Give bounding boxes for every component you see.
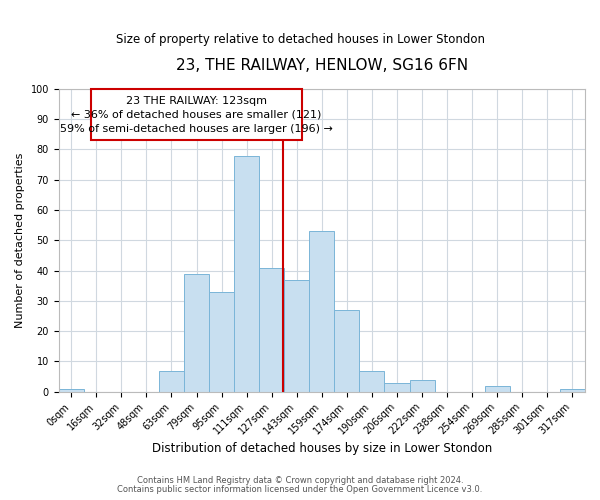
Bar (560, 388, 585, 392)
Text: Contains HM Land Registry data © Crown copyright and database right 2024.: Contains HM Land Registry data © Crown c… (137, 476, 463, 485)
Bar (259, 268, 284, 392)
Bar (184, 274, 209, 392)
X-axis label: Distribution of detached houses by size in Lower Stondon: Distribution of detached houses by size … (152, 442, 492, 455)
Title: 23, THE RAILWAY, HENLOW, SG16 6FN: 23, THE RAILWAY, HENLOW, SG16 6FN (176, 58, 468, 72)
FancyBboxPatch shape (91, 89, 302, 141)
Bar (284, 280, 309, 392)
Bar (209, 292, 234, 392)
Bar (359, 370, 385, 392)
Bar (385, 382, 410, 392)
Text: Size of property relative to detached houses in Lower Stondon: Size of property relative to detached ho… (115, 32, 485, 46)
Bar (159, 370, 184, 392)
Bar (334, 310, 359, 392)
Bar (309, 231, 334, 392)
Bar (485, 386, 510, 392)
Text: 23 THE RAILWAY: 123sqm
← 36% of detached houses are smaller (121)
59% of semi-de: 23 THE RAILWAY: 123sqm ← 36% of detached… (60, 96, 333, 134)
Bar (234, 156, 259, 392)
Bar (59, 388, 84, 392)
Text: Contains public sector information licensed under the Open Government Licence v3: Contains public sector information licen… (118, 485, 482, 494)
Y-axis label: Number of detached properties: Number of detached properties (15, 152, 25, 328)
Bar (410, 380, 434, 392)
